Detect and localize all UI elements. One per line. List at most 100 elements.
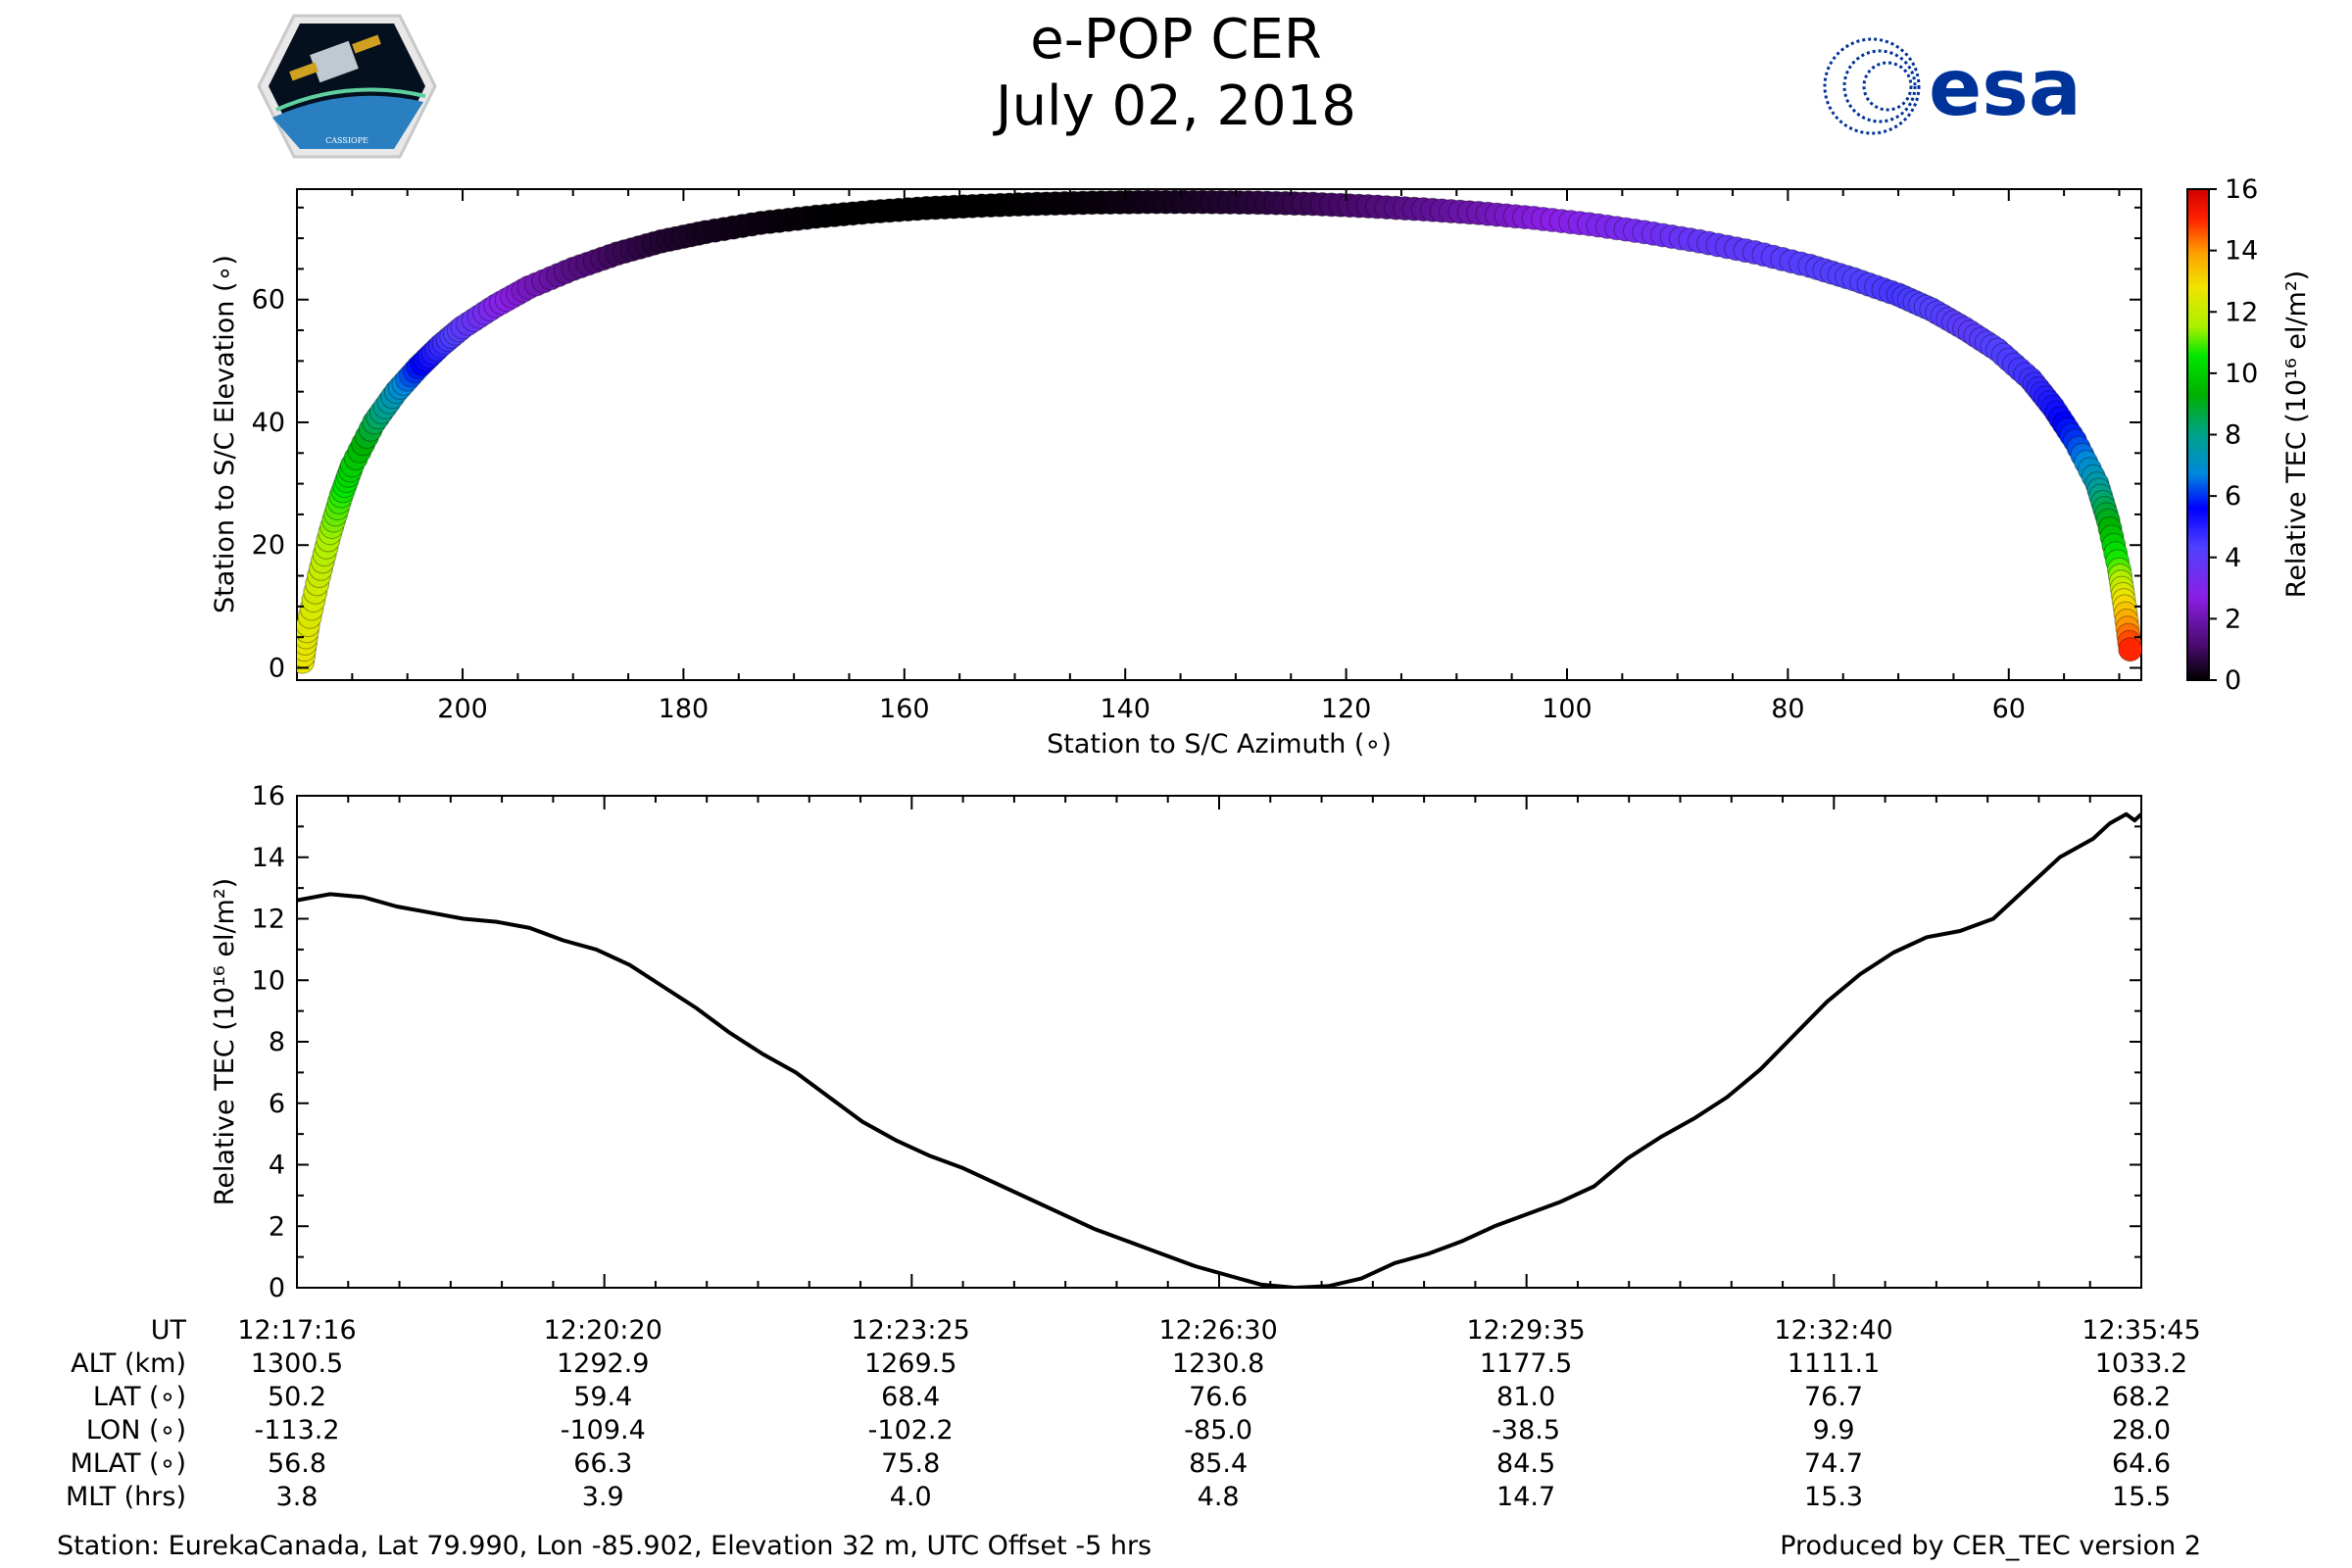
table-cell: 9.9 [1812,1415,1855,1446]
table-cell: 50.2 [267,1382,327,1412]
table-cell: 3.9 [581,1482,624,1512]
table-cell: 85.4 [1189,1448,1249,1479]
table-cell: -109.4 [560,1415,646,1446]
plot2-y-axis-label: Relative TEC (10¹⁶ el/m²) [210,878,240,1205]
row-label-mlat: MLAT (∘) [70,1448,186,1479]
table-cell: 64.6 [2111,1448,2172,1479]
cassiope-logo: CASSIOPE [257,14,437,159]
x-tick-label: 140 [1100,694,1151,724]
x-tick-label: 80 [1771,694,1804,724]
x-tick-label: 200 [437,694,488,724]
y-tick-label: 0 [269,1273,285,1303]
table-cell: -102.2 [867,1415,954,1446]
plot2-frame [296,795,2142,1289]
ut-tick-label: 12:17:16 [237,1315,357,1346]
cassiope-logo-text: CASSIOPE [325,136,368,145]
y-tick-label: 8 [269,1027,285,1057]
table-cell: 1033.2 [2094,1348,2188,1379]
table-cell: 68.4 [881,1382,941,1412]
plot1-y-ticks: 0 20 40 60 [252,206,2141,683]
esa-logo: esa [1823,37,2082,135]
elevation-azimuth-plot: 200 180 160 140 120 100 80 60 0 20 40 60 Station t… [210,188,2142,760]
table-cell: 15.5 [2111,1482,2172,1512]
table-cell: 59.4 [573,1382,633,1412]
y-tick-label: 14 [252,843,285,873]
table-cell: -113.2 [254,1415,340,1446]
ut-tick-label: 12:32:40 [1774,1315,1893,1346]
ut-tick-label: 12:20:20 [543,1315,662,1346]
table-cell: 68.2 [2111,1382,2172,1412]
plot1-x-ticks: 200 180 160 140 120 100 80 60 [351,189,2121,724]
colorbar-label: Relative TEC (10¹⁶ el/m²) [2281,270,2312,598]
plot2-y-ticks: 0 2 4 6 8 10 12 14 16 [252,781,2141,1303]
colorbar-tick-label: 0 [2225,665,2241,696]
y-tick-label: 0 [269,653,285,683]
table-cell: 76.6 [1189,1382,1249,1412]
pass-info-table: UT ALT (km) LAT (∘) LON (∘) MLAT (∘) MLT… [0,1284,2352,1519]
y-tick-label: 10 [252,965,285,996]
row-label-lon: LON (∘) [85,1415,186,1446]
produced-by: Produced by CER_TEC version 2 [1780,1531,2201,1561]
row-label-ut: UT [150,1315,186,1346]
table-cell: 1177.5 [1479,1348,1573,1379]
y-tick-label: 2 [269,1211,285,1242]
y-tick-label: 16 [252,781,285,811]
y-tick-label: 60 [252,285,285,316]
plot2-x-ticks [296,796,2142,1288]
colorbar-tick-label: 10 [2225,359,2258,389]
x-tick-label: 120 [1321,694,1372,724]
table-cell: -85.0 [1184,1415,1253,1446]
esa-logo-text: esa [1929,42,2082,133]
plot1-y-axis-label: Station to S/C Elevation (∘) [210,255,240,613]
colorbar-tick-label: 14 [2225,236,2258,267]
row-label-mlt: MLT (hrs) [65,1482,186,1512]
x-tick-label: 160 [879,694,930,724]
table-cell: 56.8 [267,1448,327,1479]
table-cell: -38.5 [1492,1415,1561,1446]
row-label-lat: LAT (∘) [92,1382,186,1412]
colorbar: 0 2 4 6 8 10 12 14 16 Relative TEC (10¹⁶ el/m²) [2186,174,2312,696]
table-cell: 81.0 [1496,1382,1556,1412]
table-cell: 15.3 [1803,1482,1864,1512]
plot2-tec-line [297,811,2141,1288]
table-cell: 1230.8 [1171,1348,1265,1379]
table-cell: 1111.1 [1787,1348,1881,1379]
table-cell: 66.3 [573,1448,633,1479]
x-tick-label: 60 [1992,694,2026,724]
y-tick-label: 20 [252,530,285,561]
table-cell: 75.8 [881,1448,941,1479]
colorbar-tick-label: 4 [2225,543,2241,573]
table-cell: 14.7 [1496,1482,1556,1512]
colorbar-tick-label: 2 [2225,604,2241,634]
table-cell: 4.0 [889,1482,932,1512]
plot1-points [297,189,2141,674]
table-cell: 84.5 [1496,1448,1556,1479]
table-cell: 1292.9 [557,1348,650,1379]
colorbar-tick-label: 16 [2225,174,2258,205]
y-tick-label: 40 [252,408,285,438]
colorbar-bar [2186,188,2210,681]
x-tick-label: 180 [659,694,710,724]
x-tick-label: 100 [1542,694,1592,724]
table-cell: 3.8 [275,1482,318,1512]
row-label-alt: ALT (km) [71,1348,186,1379]
y-tick-label: 6 [269,1089,285,1119]
colorbar-tick-label: 6 [2225,481,2241,512]
table-cell: 76.7 [1803,1382,1864,1412]
table-cell: 1300.5 [250,1348,344,1379]
figure-title: e-POP CER [1030,8,1322,72]
ut-tick-label: 12:29:35 [1466,1315,1586,1346]
ut-tick-label: 12:26:30 [1158,1315,1278,1346]
ut-tick-label: 12:35:45 [2082,1315,2201,1346]
colorbar-tick-label: 8 [2225,420,2241,451]
plot1-x-axis-label: Station to S/C Azimuth (∘) [1047,729,1392,760]
table-cell: 4.8 [1197,1482,1240,1512]
y-tick-label: 4 [269,1151,285,1181]
table-cell: 74.7 [1803,1448,1864,1479]
tec-time-plot: 0 2 4 6 8 10 12 14 16 Relative TEC (10¹⁶ el/m²) [210,781,2142,1303]
colorbar-tick-label: 12 [2225,297,2258,327]
table-cell: 28.0 [2111,1415,2172,1446]
table-cell: 1269.5 [863,1348,957,1379]
colorbar-ticks: 0 2 4 6 8 10 12 14 16 [2209,174,2258,696]
